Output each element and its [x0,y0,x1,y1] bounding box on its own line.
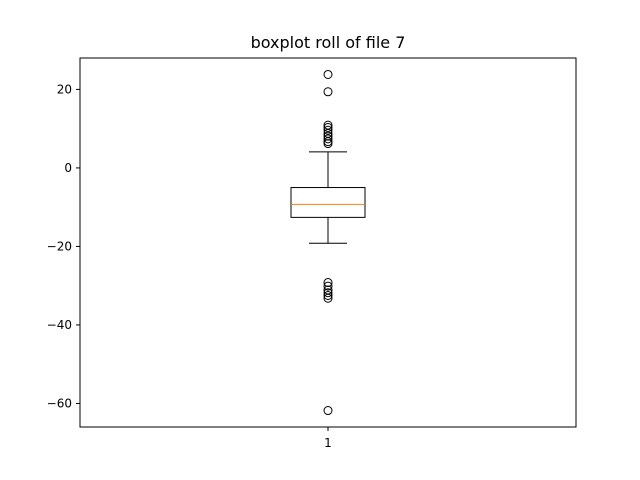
x-tick-label: 1 [324,436,332,450]
fliers [323,69,333,416]
flier-point [323,125,333,135]
x-axis: 1 [324,427,332,450]
flier-point [323,139,333,149]
y-tick-label: −40 [47,318,72,332]
flier-point [323,122,333,132]
y-tick-label: 0 [64,161,72,175]
y-tick-label: −20 [47,239,72,253]
flier-point [323,87,333,97]
flier-point [323,293,333,303]
chart-title: boxplot roll of file 7 [251,33,406,52]
flier-point [323,131,333,141]
flier-point [323,290,333,300]
flier-point [323,406,333,416]
y-tick-label: 20 [57,82,72,96]
flier-point [323,288,333,298]
y-tick-label: −60 [47,396,72,410]
flier-point [323,281,333,291]
flier-point [323,69,333,79]
box-iqr [290,187,366,218]
box-group [290,151,366,244]
flier-point [323,278,333,288]
y-axis: 20 0 −20 −40 −60 [47,82,80,410]
flier-point [323,134,333,144]
